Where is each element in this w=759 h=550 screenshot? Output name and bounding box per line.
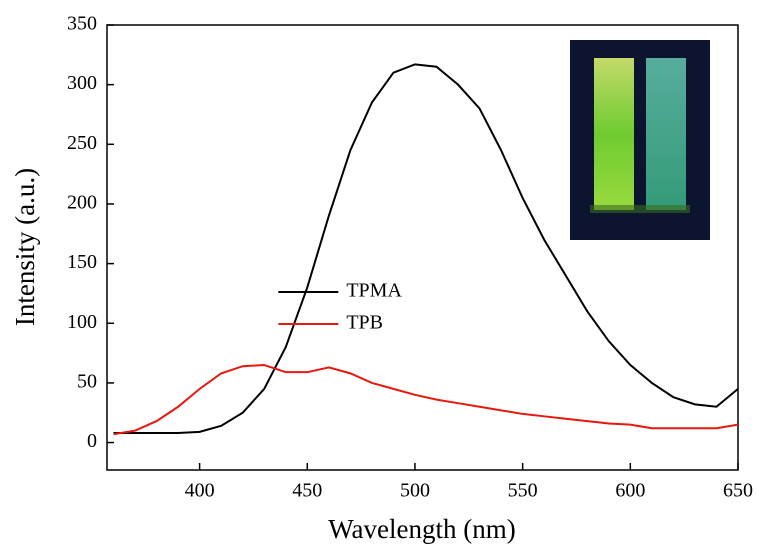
x-tick-label: 650 <box>723 480 753 502</box>
plot-frame <box>106 24 739 471</box>
data-line <box>113 364 739 436</box>
inset-photo <box>570 40 710 240</box>
y-tick-label: 150 <box>67 251 97 273</box>
y-tick-label: 50 <box>77 371 97 393</box>
y-tick-label: 100 <box>67 311 97 333</box>
x-tick-label: 600 <box>615 480 645 502</box>
x-tick-label: 550 <box>508 480 538 502</box>
y-tick-label: 200 <box>67 192 97 214</box>
y-tick-label: 300 <box>67 72 97 94</box>
x-tick-label: 500 <box>400 480 430 502</box>
y-axis-title: Intensity (a.u.) <box>10 168 40 326</box>
x-tick-label: 450 <box>292 480 322 502</box>
y-tick-label: 350 <box>67 13 97 35</box>
y-tick-label: 0 <box>87 430 97 452</box>
data-line <box>113 63 739 435</box>
x-tick-label: 400 <box>185 480 215 502</box>
legend-label: TPMA <box>346 280 402 302</box>
x-axis-title: Wavelength (nm) <box>328 514 516 544</box>
y-tick-label: 250 <box>67 132 97 154</box>
legend-label: TPB <box>346 312 383 334</box>
